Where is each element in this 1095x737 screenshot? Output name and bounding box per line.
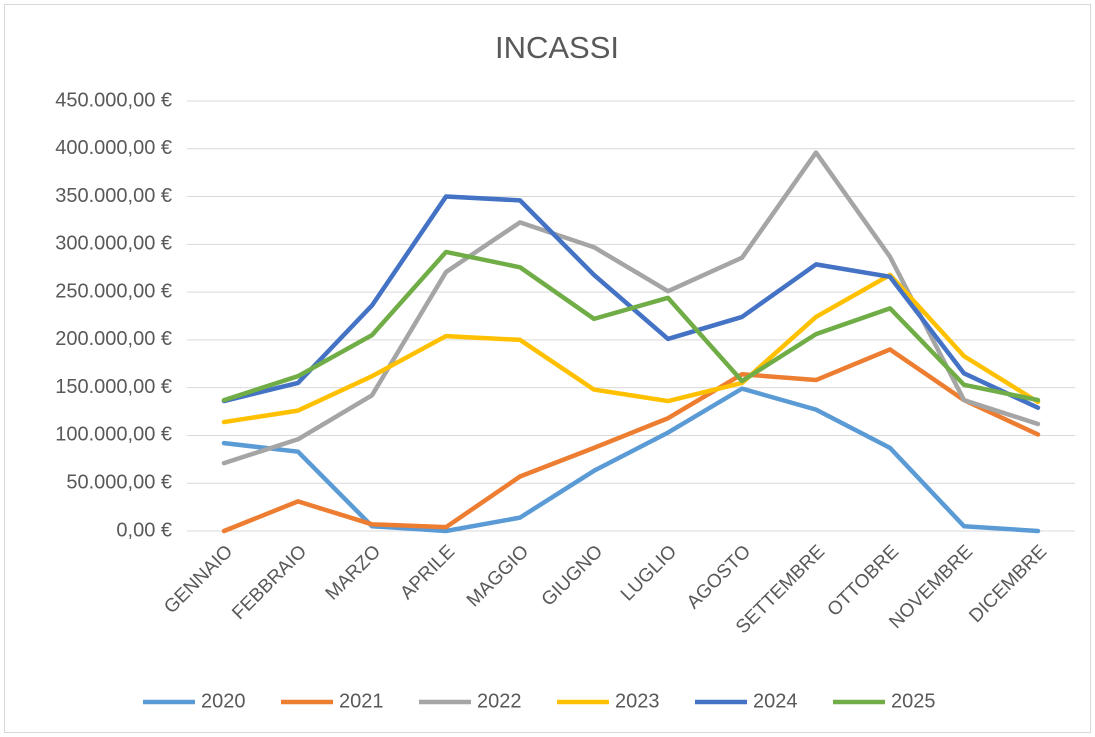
legend-label: 2025: [891, 690, 936, 712]
chart-title: INCASSI: [495, 30, 619, 65]
series-line: [221, 386, 1041, 534]
legend-label: 2022: [477, 690, 522, 712]
y-tick-label: 350.000,00 €: [55, 185, 172, 207]
y-tick-label: 450.000,00 €: [55, 89, 172, 111]
chart-frame: [4, 4, 1091, 733]
y-tick-label: 250.000,00 €: [55, 280, 172, 302]
y-tick-label: 150.000,00 €: [55, 376, 172, 398]
y-tick-label: 300.000,00 €: [55, 233, 172, 255]
series-line: [221, 272, 1041, 425]
y-tick-label: 100.000,00 €: [55, 424, 172, 446]
y-tick-label: 400.000,00 €: [55, 137, 172, 159]
legend-label: 2023: [615, 690, 660, 712]
y-tick-label: 200.000,00 €: [55, 328, 172, 350]
y-tick-label: 0,00 €: [116, 519, 172, 541]
series-line: [221, 150, 1041, 466]
legend-label: 2020: [201, 690, 246, 712]
y-tick-label: 50.000,00 €: [66, 472, 172, 494]
series-line: [221, 249, 1041, 403]
legend-label: 2021: [339, 690, 384, 712]
legend-label: 2024: [753, 690, 798, 712]
series-line: [221, 347, 1041, 534]
